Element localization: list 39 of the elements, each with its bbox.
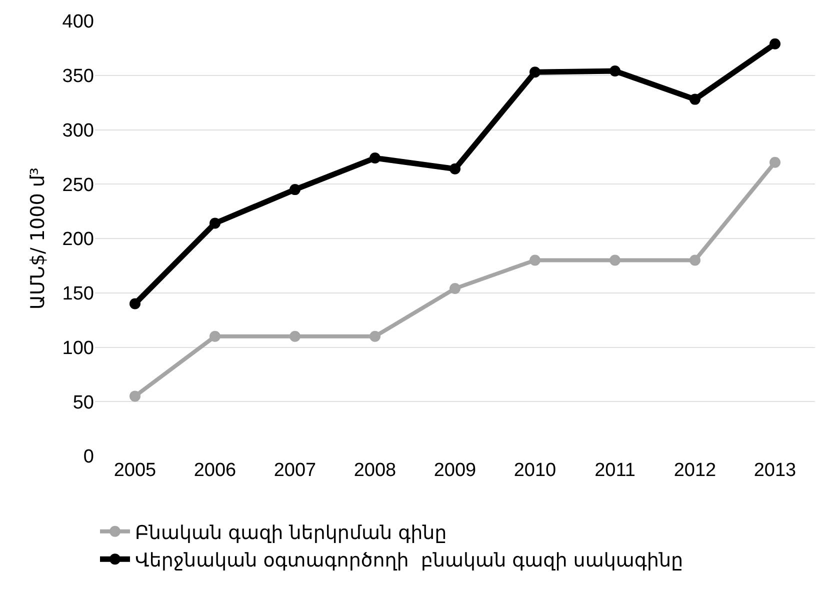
- point: [290, 330, 300, 342]
- point: [690, 94, 700, 105]
- point: [370, 330, 380, 342]
- x-tick-label: 2012: [674, 460, 716, 481]
- y-tick-label: 350: [62, 66, 94, 88]
- x-tick-label: 2008: [354, 460, 396, 481]
- y-tick-label: 250: [62, 174, 94, 196]
- y-tick-label: 50: [72, 392, 94, 414]
- x-tick-label: 2011: [594, 460, 636, 481]
- point: [530, 66, 540, 78]
- x-tick-label: 2006: [194, 460, 236, 481]
- y-tick-label: 200: [62, 229, 94, 250]
- legend-label: Վերջնական օգտագործողի բնական գազի սակագինը: [135, 550, 684, 572]
- y-tick-label: 150: [62, 284, 94, 305]
- point: [130, 390, 140, 402]
- x-tick-label: 2007: [274, 460, 316, 481]
- y-tick-label: 0: [83, 446, 94, 468]
- x-tick-label: 2010: [514, 460, 556, 481]
- y-tick-label: 300: [62, 120, 94, 142]
- point: [130, 298, 140, 310]
- point: [530, 254, 540, 266]
- point: [210, 218, 220, 229]
- y-axis-title: ԱՄՆ$/ 1000 մ³: [27, 167, 50, 310]
- point: [210, 330, 220, 342]
- point: [450, 283, 460, 294]
- y-tick-label: 100: [62, 338, 94, 359]
- x-tick-label: 2005: [114, 460, 156, 481]
- point: [290, 184, 300, 196]
- x-tick-label: 2009: [434, 460, 476, 481]
- point: [770, 38, 780, 50]
- x-tick-label: 2013: [754, 460, 796, 481]
- point: [610, 254, 620, 266]
- point: [610, 66, 620, 77]
- legend-label: Բնական գազի ներկրման գինը: [135, 522, 447, 544]
- point: [690, 254, 700, 266]
- point: [370, 152, 380, 164]
- point: [770, 156, 780, 168]
- point: [450, 163, 460, 174]
- y-tick-label: 400: [62, 12, 94, 33]
